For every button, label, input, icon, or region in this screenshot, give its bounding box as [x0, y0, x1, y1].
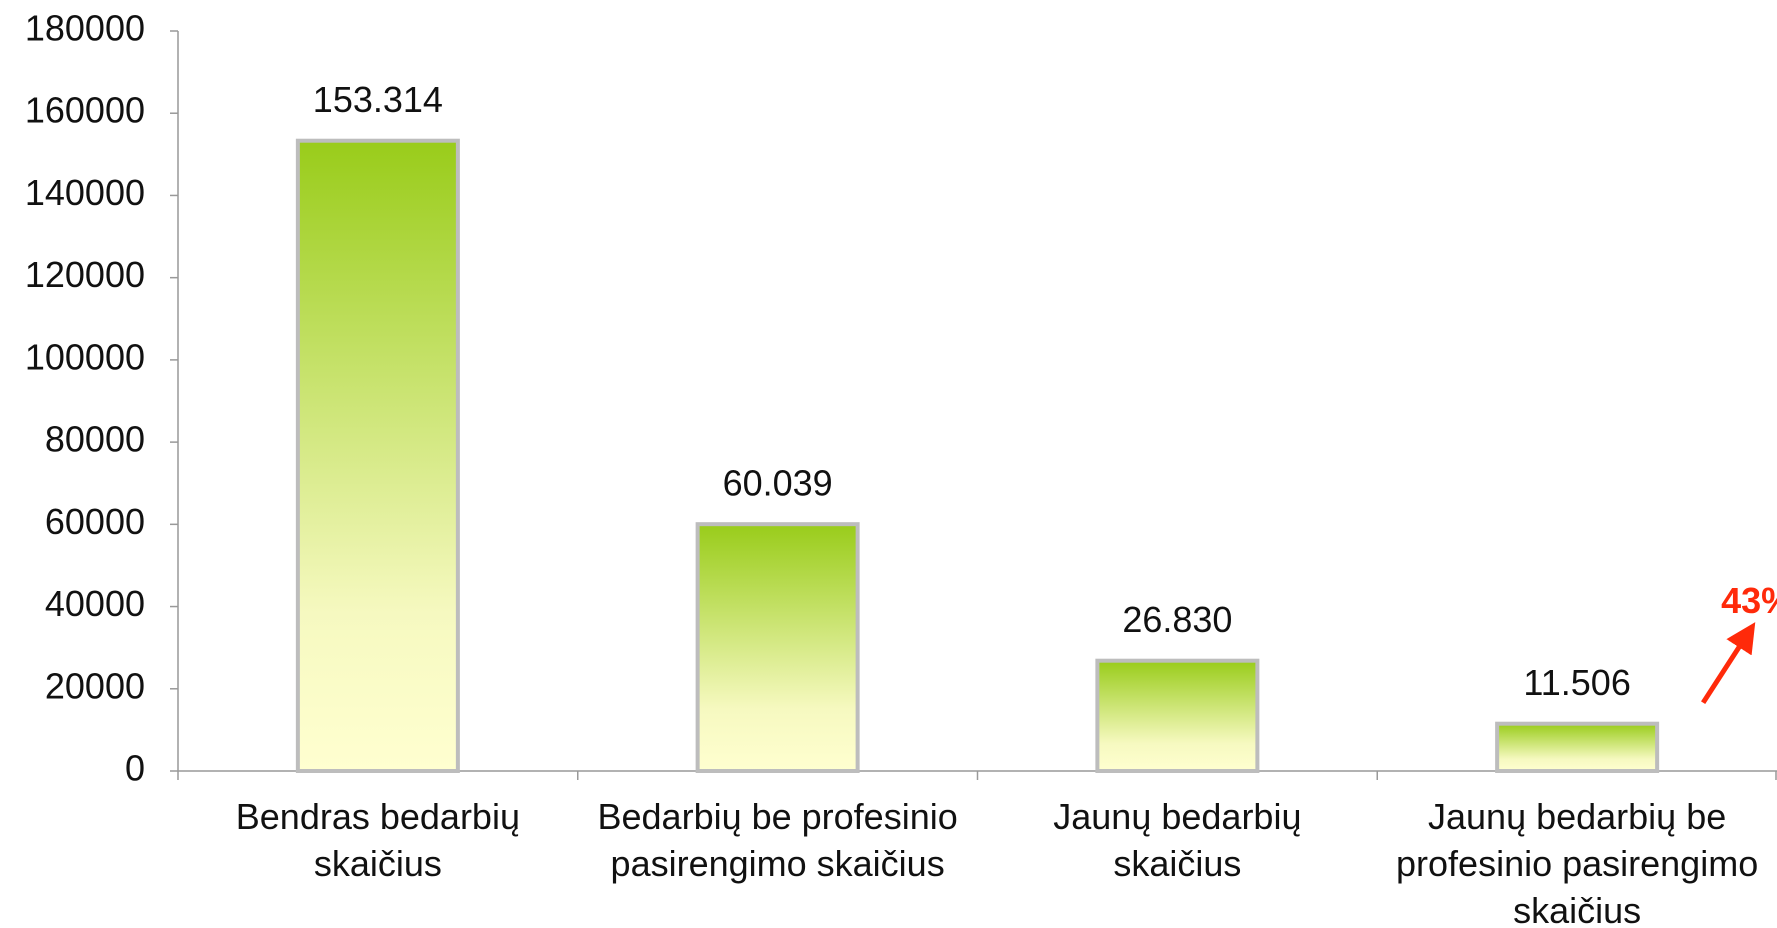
x-tick-label: Jaunų bedarbių be profesinio pasirengimo s…	[1396, 796, 1758, 928]
value-label: 153.314	[313, 79, 443, 120]
x-tick-label: Bendras bedarbių skaičius	[236, 796, 520, 884]
y-tick-label: 80000	[45, 419, 145, 460]
bar	[295, 138, 460, 773]
y-tick-label: 100000	[25, 336, 145, 377]
y-tick-label: 20000	[45, 665, 145, 706]
x-tick-label: Bedarbių be profesinio pasirengimo skaiči…	[598, 796, 958, 884]
y-tick-label: 160000	[25, 90, 145, 131]
y-tick-label: 180000	[25, 8, 145, 49]
y-tick-label: 60000	[45, 501, 145, 542]
value-label: 11.506	[1523, 662, 1630, 703]
bar	[1495, 721, 1660, 774]
y-tick-label: 0	[125, 748, 145, 789]
value-label: 60.039	[723, 463, 833, 504]
annotation-arrow	[1701, 622, 1756, 705]
y-tick-label: 40000	[45, 583, 145, 624]
bar	[1095, 658, 1260, 774]
value-label: 26.830	[1122, 599, 1232, 640]
x-tick-label: Jaunų bedarbių skaičius	[1053, 796, 1301, 884]
annotation: 43%	[1721, 580, 1777, 621]
y-tick-label: 140000	[25, 172, 145, 213]
bar	[695, 522, 860, 773]
y-tick-label: 120000	[25, 254, 145, 295]
